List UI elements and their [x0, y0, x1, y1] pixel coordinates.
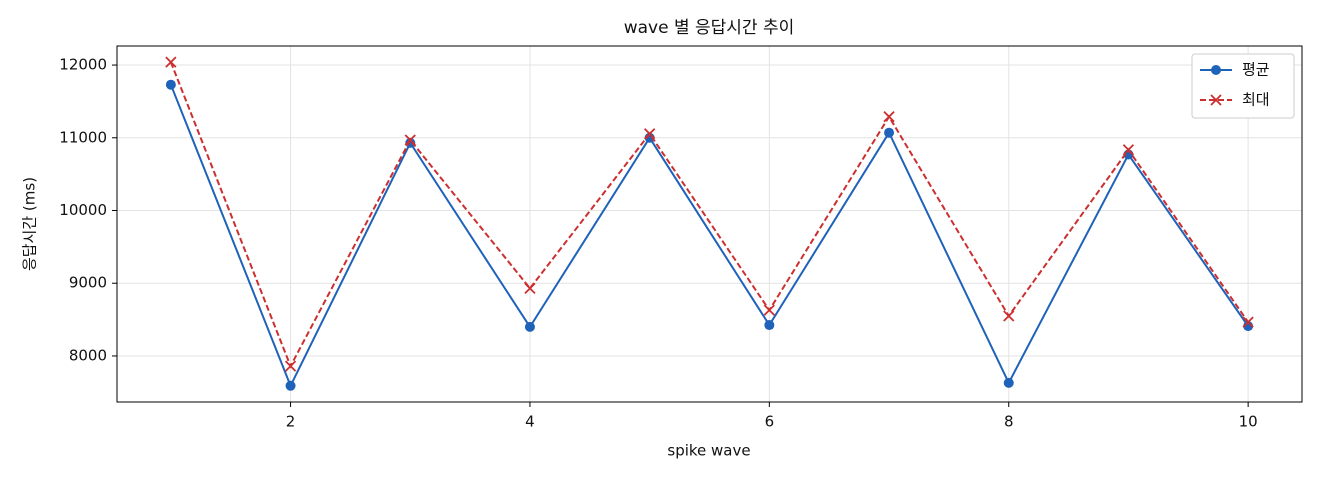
y-tick-label: 10000	[59, 201, 107, 219]
marker	[883, 111, 895, 123]
x-tick-label: 2	[286, 413, 296, 431]
y-tick-label: 8000	[69, 346, 107, 364]
y-tick-label: 12000	[59, 56, 107, 74]
x-tick-label: 4	[525, 413, 535, 431]
marker	[763, 304, 775, 316]
line	[169, 84, 1249, 389]
marker	[524, 282, 536, 294]
marker	[884, 127, 895, 138]
y-axis-label: 응답시간 (ms)	[21, 177, 39, 271]
marker	[165, 79, 176, 90]
marker	[1003, 310, 1015, 322]
x-tick-label: 10	[1239, 413, 1258, 431]
marker	[524, 321, 535, 332]
legend-marker	[1210, 94, 1222, 106]
marker	[404, 134, 416, 146]
marker	[165, 56, 177, 68]
marker	[284, 360, 297, 372]
marker	[644, 128, 656, 140]
legend-label: 최대	[1242, 91, 1270, 109]
y-tick-label: 9000	[69, 274, 107, 292]
plot-frame	[116, 45, 1303, 403]
marker	[1003, 377, 1014, 388]
x-tick-label: 6	[765, 413, 775, 431]
marker	[1242, 316, 1254, 328]
legend-marker	[1211, 65, 1221, 75]
line	[169, 61, 1249, 369]
x-axis-label: spike wave	[667, 442, 750, 460]
chart-title: wave 별 응답시간 추이	[624, 18, 795, 38]
y-tick-label: 11000	[59, 128, 107, 146]
marker	[764, 320, 775, 331]
legend-label: 평균	[1242, 61, 1270, 79]
marker	[285, 380, 296, 391]
marker	[1122, 144, 1135, 156]
x-tick-label: 8	[1004, 413, 1014, 431]
